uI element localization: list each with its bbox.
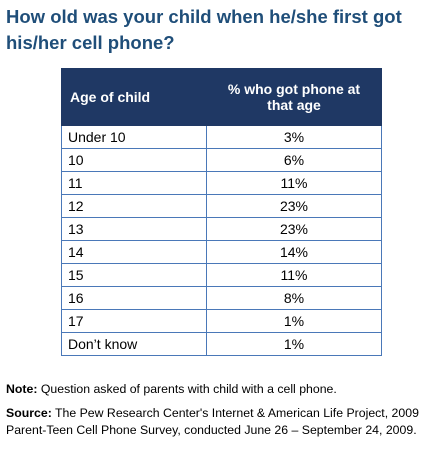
cell-percent: 23% (206, 217, 382, 241)
column-header-percent: % who got phone at that age (206, 68, 382, 126)
cell-percent: 8% (206, 286, 382, 310)
chart-title: How old was your child when he/she first… (6, 6, 402, 53)
table-body: Under 10 3% 10 6% 11 11% 12 23% 13 23% 14 14% 15 11% 1… (61, 125, 382, 356)
table-row: 11 11% (61, 171, 382, 195)
note: Note: Question asked of parents with chi… (6, 381, 434, 398)
column-header-age: Age of child (61, 68, 207, 126)
cell-age: 15 (61, 263, 207, 287)
table-row: 10 6% (61, 148, 382, 172)
table-row: Don’t know 1% (61, 332, 382, 356)
cell-percent: 11% (206, 263, 382, 287)
table-row: 17 1% (61, 309, 382, 333)
table-row: 15 11% (61, 263, 382, 287)
cell-age: Don’t know (61, 332, 207, 356)
cell-percent: 1% (206, 332, 382, 356)
note-label: Note: (6, 382, 38, 396)
cell-age: 11 (61, 171, 207, 195)
cell-percent: 23% (206, 194, 382, 218)
table-row: 16 8% (61, 286, 382, 310)
cell-percent: 6% (206, 148, 382, 172)
table-row: 13 23% (61, 217, 382, 241)
cell-age: 14 (61, 240, 207, 264)
cell-percent: 14% (206, 240, 382, 264)
note-text: Question asked of parents with child wit… (37, 382, 337, 396)
source-text: The Pew Research Center's Internet & Ame… (6, 406, 419, 437)
source-label: Source: (6, 406, 52, 420)
cell-age: Under 10 (61, 125, 207, 149)
cell-percent: 1% (206, 309, 382, 333)
cell-age: 13 (61, 217, 207, 241)
source: Source: The Pew Research Center's Intern… (6, 405, 434, 439)
table-row: 14 14% (61, 240, 382, 264)
table-row: Under 10 3% (61, 125, 382, 149)
cell-age: 17 (61, 309, 207, 333)
cell-percent: 3% (206, 125, 382, 149)
cell-age: 16 (61, 286, 207, 310)
cell-age: 12 (61, 194, 207, 218)
table-row: 12 23% (61, 194, 382, 218)
cell-age: 10 (61, 148, 207, 172)
data-table: Age of child % who got phone at that age… (61, 68, 382, 356)
table-header-row: Age of child % who got phone at that age (61, 68, 382, 126)
cell-percent: 11% (206, 171, 382, 195)
